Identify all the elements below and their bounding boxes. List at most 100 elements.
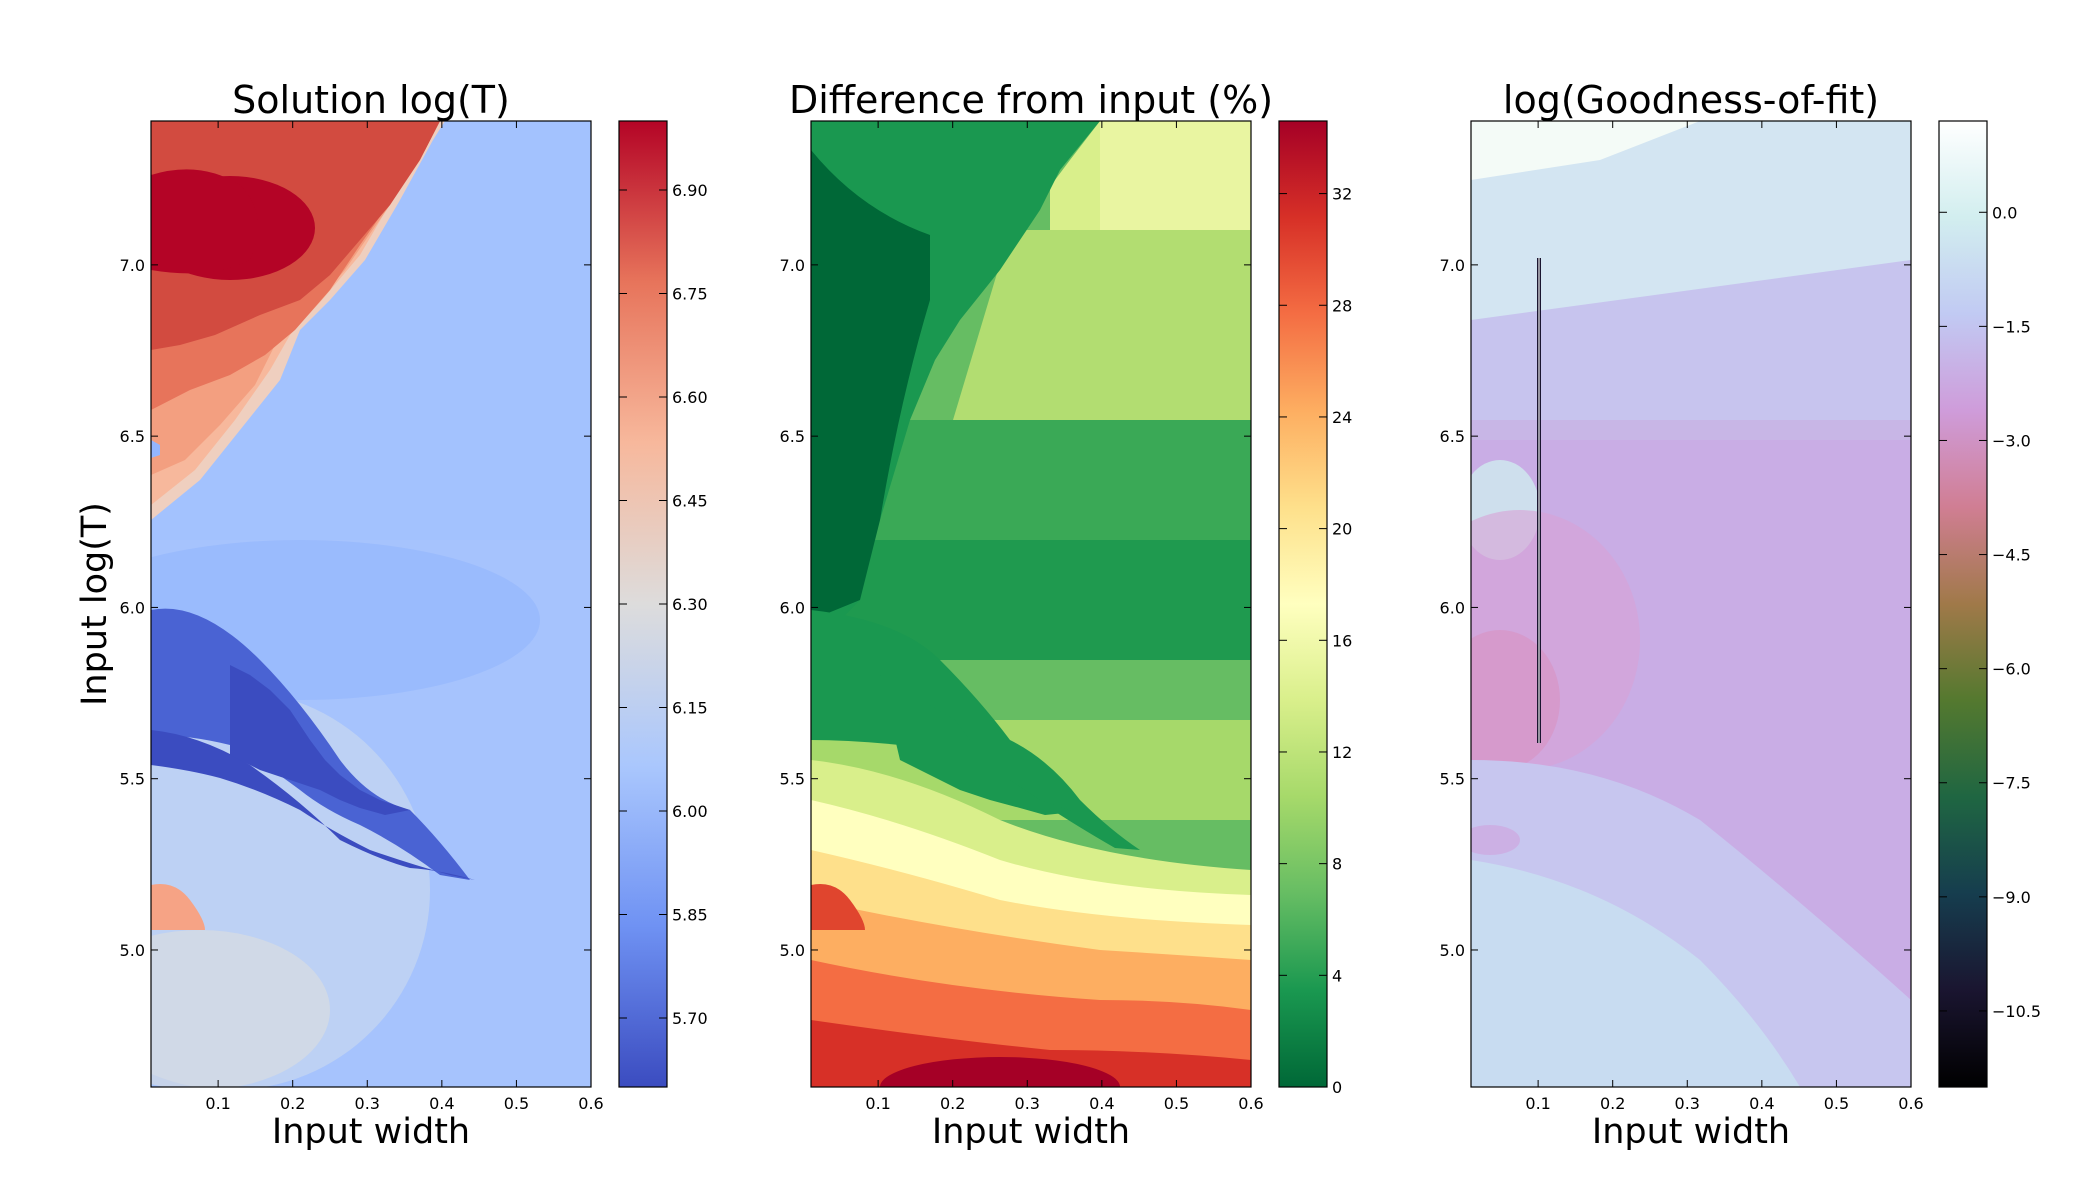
colorbar-tick-label: −7.5 (1992, 774, 2031, 793)
y-tick-label: 6.0 (780, 598, 805, 617)
colorbar-tick-label: 5.85 (672, 906, 708, 925)
heatmap-band-low (811, 610, 1140, 850)
colorbar-tick-label: 6.60 (672, 388, 708, 407)
heatmap-island (811, 884, 865, 930)
plot-frame (1470, 120, 1912, 1088)
y-axis: 5.0 5.5 6.0 6.5 7.0 (1440, 256, 1911, 960)
heatmap-island (151, 440, 160, 458)
heatmap-region (1471, 825, 1520, 855)
x-axis-label: Input width (1592, 1112, 1790, 1152)
heatmap-region (811, 540, 1251, 660)
x-tick-label: 0.2 (280, 1094, 305, 1113)
colorbar-tick-label: 24 (1332, 408, 1352, 427)
chart-title: log(Goodness-of-fit) (1503, 78, 1879, 122)
colorbar-tick-label: 6.90 (672, 181, 708, 200)
heatmap-streak (1538, 258, 1540, 743)
heatmap-band-low (880, 675, 1075, 815)
colorbar-tick-label: 16 (1332, 631, 1352, 650)
colorbar-gradient (1939, 121, 1987, 1087)
x-tick-label: 0.1 (205, 1094, 230, 1113)
y-tick-label: 6.0 (120, 598, 145, 617)
heatmap-band (151, 930, 330, 1087)
x-tick-label: 0.2 (940, 1094, 965, 1113)
colorbar-tick-label: 28 (1332, 296, 1352, 315)
colorbar-gradient (1279, 121, 1327, 1087)
colorbar-tick-label: 6.30 (672, 595, 708, 614)
heatmap-peak (151, 169, 258, 274)
heatmap-island (151, 884, 205, 930)
x-tick-label: 0.3 (355, 1094, 380, 1113)
colorbar: 0.0 −1.5 −3.0 −4.5 −6.0 −7.5 −9.0 −10.5 (1938, 120, 2041, 1088)
y-tick-label: 5.5 (780, 770, 805, 789)
chart-title: Solution log(T) (232, 78, 510, 122)
x-tick-label: 0.6 (1898, 1094, 1923, 1113)
colorbar-tick-label: 12 (1332, 743, 1352, 762)
x-tick-label: 0.5 (1164, 1094, 1189, 1113)
y-tick-label: 5.0 (120, 941, 145, 960)
heatmap-field (1471, 121, 1911, 1087)
colorbar-tick-label: −1.5 (1992, 317, 2031, 336)
colorbar: 0 4 8 12 16 20 24 28 32 (1278, 120, 1352, 1097)
heatmap-region (950, 230, 1251, 430)
colorbar-tick-label: 20 (1332, 520, 1352, 539)
y-axis: 5.0 5.5 6.0 6.5 7.0 (120, 256, 591, 960)
colorbar-frame (1938, 120, 1988, 1088)
chart-title: Difference from input (%) (789, 78, 1273, 122)
colorbar-tick-label: 0.0 (1992, 203, 2017, 222)
x-tick-label: 0.5 (504, 1094, 529, 1113)
heatmap-band (151, 540, 540, 700)
colorbar-tick-label: 6.00 (672, 802, 708, 821)
x-tick-label: 0.5 (1824, 1094, 1849, 1113)
panel-difference-from-input: Difference from input (%) 0.1 0.2 0.3 0.4 0.… (780, 78, 1353, 1152)
heatmap-band-low (230, 665, 410, 815)
colorbar-tick-label: −6.0 (1992, 660, 2031, 679)
x-tick-label: 0.4 (429, 1094, 454, 1113)
heatmap-region (1471, 121, 1911, 320)
colorbar-tick-label: 8 (1332, 855, 1342, 874)
colorbar-tick-label: 32 (1332, 185, 1352, 204)
colorbar-tick-label: −9.0 (1992, 888, 2031, 907)
colorbar-frame (1278, 120, 1328, 1088)
x-tick-label: 0.3 (1015, 1094, 1040, 1113)
plot-frame (810, 120, 1252, 1088)
y-tick-label: 6.5 (780, 427, 805, 446)
y-tick-label: 5.0 (1440, 941, 1465, 960)
colorbar: 5.70 5.85 6.00 6.15 6.30 6.45 6.60 6.75 6.90 (618, 120, 708, 1088)
colorbar-tick-label: 6.45 (672, 492, 708, 511)
heatmap-region (1471, 121, 1700, 180)
y-tick-label: 5.5 (120, 770, 145, 789)
panel-solution-logt: Solution log(T) 0.1 0.2 0.3 0.4 0.5 0.6 5.0 5.… (75, 78, 708, 1152)
x-tick-label: 0.3 (1675, 1094, 1700, 1113)
colorbar-tick-label: 0 (1332, 1078, 1342, 1097)
colorbar-tick-label: 6.15 (672, 699, 708, 718)
x-tick-label: 0.2 (1600, 1094, 1625, 1113)
colorbar-tick-label: −4.5 (1992, 546, 2031, 565)
y-tick-label: 6.0 (1440, 598, 1465, 617)
heatmap-region (1471, 860, 1800, 1087)
y-tick-label: 5.0 (780, 941, 805, 960)
y-tick-label: 6.5 (120, 427, 145, 446)
heatmap-field (151, 121, 591, 1087)
y-axis-label: Input log(T) (75, 502, 115, 706)
colorbar-tick-label: 5.70 (672, 1009, 708, 1028)
colorbar-tick-label: −10.5 (1992, 1002, 2041, 1021)
y-tick-label: 7.0 (1440, 256, 1465, 275)
y-tick-label: 7.0 (780, 256, 805, 275)
x-tick-label: 0.4 (1089, 1094, 1114, 1113)
colorbar-tick-label: −3.0 (1992, 431, 2031, 450)
y-axis: 5.0 5.5 6.0 6.5 7.0 (780, 256, 1251, 960)
heatmap-region (811, 150, 930, 620)
x-axis: 0.1 0.2 0.3 0.4 0.5 0.6 (865, 121, 1264, 1113)
x-axis: 0.1 0.2 0.3 0.4 0.5 0.6 (205, 121, 604, 1113)
x-tick-label: 0.1 (1525, 1094, 1550, 1113)
x-tick-label: 0.4 (1749, 1094, 1774, 1113)
colorbar-tick-label: 6.75 (672, 285, 708, 304)
heatmap-region (1471, 630, 1560, 770)
x-tick-label: 0.1 (865, 1094, 890, 1113)
x-axis-label: Input width (272, 1112, 470, 1152)
y-tick-label: 5.5 (1440, 770, 1465, 789)
y-tick-label: 6.5 (1440, 427, 1465, 446)
x-tick-label: 0.6 (578, 1094, 603, 1113)
heatmap-field (811, 121, 1251, 1087)
